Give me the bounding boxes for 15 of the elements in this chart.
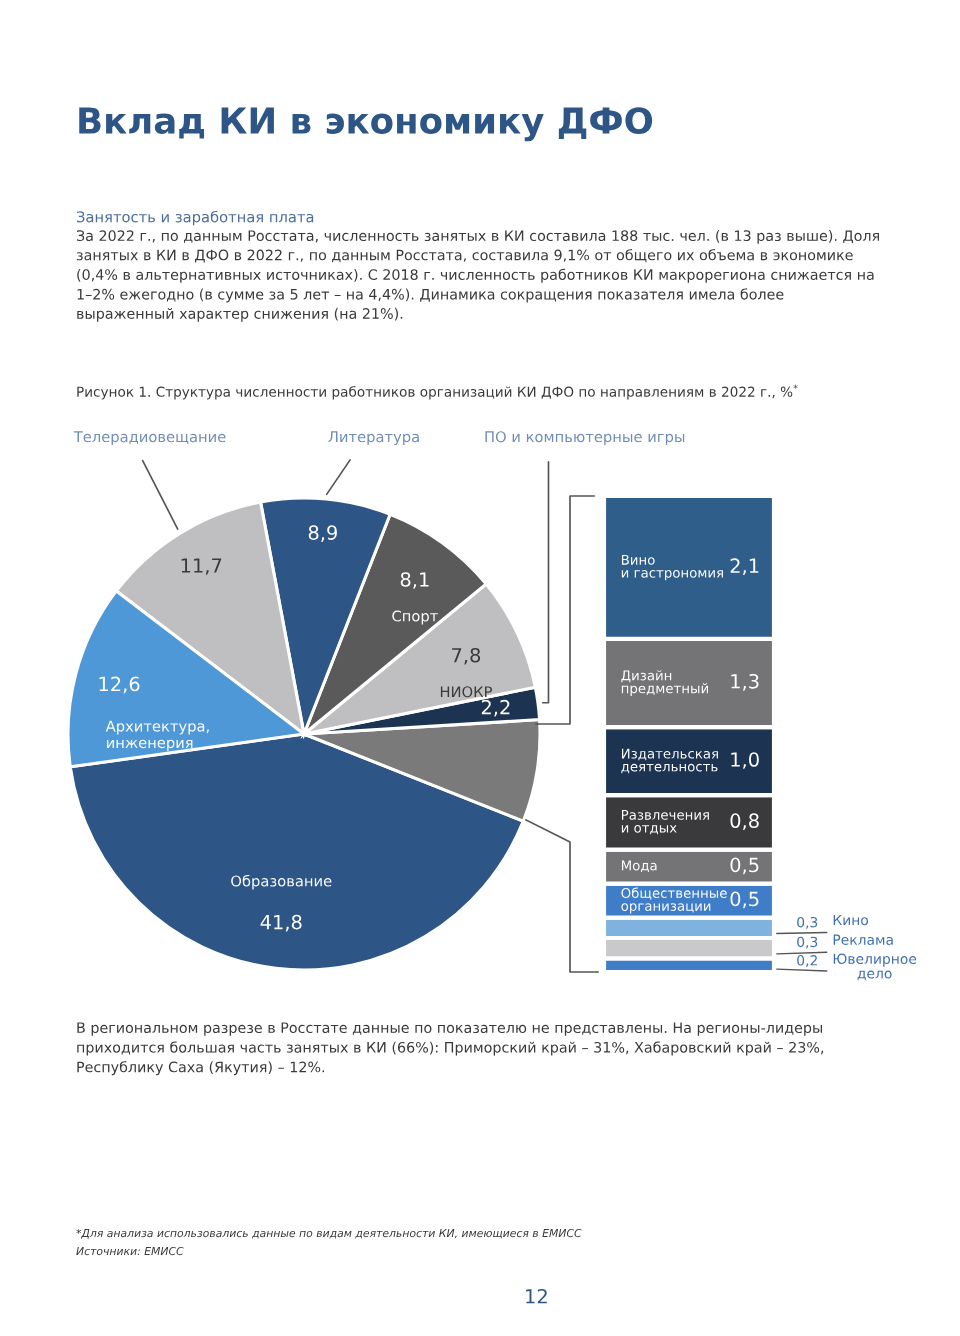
data-label: 8,1 [400, 572, 429, 589]
data-label: 12,6 [99, 676, 140, 694]
data-label: 41,8 [260, 914, 302, 932]
text: Вклад КИ в экономику ДФО [79, 107, 653, 142]
data-label: 0,8 [730, 813, 759, 831]
text: 12 [526, 1288, 547, 1304]
data-label: 1,0 [731, 752, 759, 769]
data-label: 7,8 [452, 647, 481, 665]
data-label: 8,9 [308, 525, 337, 542]
data-label: 11,7 [181, 558, 222, 575]
data-label: 0,5 [730, 891, 759, 909]
data-label: 2,1 [730, 558, 759, 576]
data-label: 0,5 [730, 857, 759, 875]
data-label: 2,2 [481, 699, 510, 717]
data-label: 1,3 [731, 673, 759, 691]
